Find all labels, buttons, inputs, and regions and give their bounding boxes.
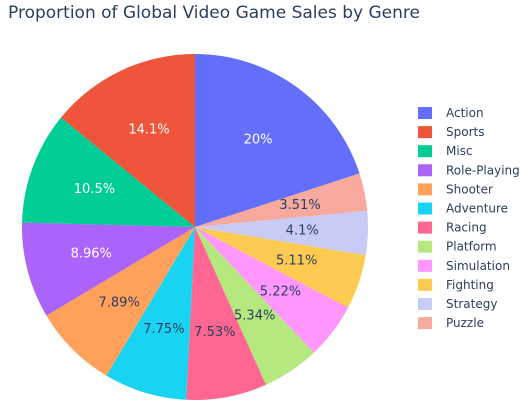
legend-label-strategy: Strategy xyxy=(446,297,497,311)
pie-slice-racing[interactable] xyxy=(186,227,266,401)
legend: Action Sports Misc Role-Playing Shooter Adven… xyxy=(418,106,520,330)
legend-label-simulation: Simulation xyxy=(446,259,510,273)
legend-label-action: Action xyxy=(446,106,484,120)
legend-item-adventure[interactable]: Adventure xyxy=(418,202,508,216)
chart-title: Proportion of Global Video Game Sales by… xyxy=(8,3,420,23)
legend-item-sports[interactable]: Sports xyxy=(418,125,484,139)
legend-swatch-racing xyxy=(418,221,432,234)
pie-slice-label-action: 20% xyxy=(244,133,273,148)
pie-slice-sports[interactable] xyxy=(61,53,195,227)
pie-slice-label-racing: 7.53% xyxy=(194,325,235,340)
pie-slice-adventure[interactable] xyxy=(106,227,195,400)
legend-label-adventure: Adventure xyxy=(446,202,508,216)
pie-slice-label-adventure: 7.75% xyxy=(143,322,184,337)
pie-slice-puzzle[interactable] xyxy=(195,173,368,227)
legend-label-racing: Racing xyxy=(446,221,487,235)
legend-label-sports: Sports xyxy=(446,125,484,139)
pie-slice-label-role-playing: 8.96% xyxy=(71,247,112,262)
pie-slice-label-shooter: 7.89% xyxy=(99,295,140,310)
pie-slice-label-puzzle: 3.51% xyxy=(279,198,320,213)
pie-slice-label-strategy: 4.1% xyxy=(286,223,319,238)
legend-item-platform[interactable]: Platform xyxy=(418,240,497,254)
legend-label-role-playing: Role-Playing xyxy=(446,163,520,177)
legend-item-misc[interactable]: Misc xyxy=(418,144,473,158)
pie-slice-shooter[interactable] xyxy=(46,227,195,376)
legend-item-action[interactable]: Action xyxy=(418,106,484,120)
legend-item-racing[interactable]: Racing xyxy=(418,221,487,235)
pie-slice-label-sports: 14.1% xyxy=(128,123,169,138)
legend-swatch-sports xyxy=(418,126,432,139)
legend-swatch-shooter xyxy=(418,183,432,196)
legend-label-shooter: Shooter xyxy=(446,182,493,196)
legend-item-fighting[interactable]: Fighting xyxy=(418,278,494,292)
pie-slice-strategy[interactable] xyxy=(195,210,368,256)
pie-slice-label-fighting: 5.11% xyxy=(276,254,317,269)
pie-slice-role-playing[interactable] xyxy=(22,222,195,316)
legend-swatch-platform xyxy=(418,240,432,253)
pie-slice-label-misc: 10.5% xyxy=(74,182,115,197)
pie-slices xyxy=(22,53,368,401)
legend-item-role-playing[interactable]: Role-Playing xyxy=(418,163,520,177)
pie-slice-simulation[interactable] xyxy=(195,227,349,353)
legend-swatch-puzzle xyxy=(418,317,432,330)
pie-slice-action[interactable] xyxy=(195,54,360,227)
legend-swatch-misc xyxy=(418,145,432,158)
legend-label-misc: Misc xyxy=(446,144,473,158)
pie-slice-label-platform: 5.34% xyxy=(234,309,275,324)
legend-item-simulation[interactable]: Simulation xyxy=(418,259,510,273)
legend-label-platform: Platform xyxy=(446,240,497,254)
legend-swatch-fighting xyxy=(418,278,432,291)
legend-label-puzzle: Puzzle xyxy=(446,316,484,330)
pie-slice-label-simulation: 5.22% xyxy=(260,284,301,299)
legend-item-shooter[interactable]: Shooter xyxy=(418,182,493,196)
pie-slice-platform[interactable] xyxy=(195,227,314,385)
legend-swatch-simulation xyxy=(418,259,432,272)
legend-swatch-role-playing xyxy=(418,164,432,177)
legend-swatch-strategy xyxy=(418,298,432,310)
pie-slice-fighting[interactable] xyxy=(195,227,366,308)
legend-item-strategy[interactable]: Strategy xyxy=(418,297,497,311)
pie-slice-misc[interactable] xyxy=(22,117,196,227)
legend-item-puzzle[interactable]: Puzzle xyxy=(418,316,484,330)
pie-slice-labels: 20% 3.51% 4.1% 5.11% 5.22% 5.34%7.53% 7.75%7.8… xyxy=(71,123,321,340)
legend-swatch-action xyxy=(418,107,432,119)
legend-swatch-adventure xyxy=(418,202,432,215)
legend-label-fighting: Fighting xyxy=(446,278,494,292)
